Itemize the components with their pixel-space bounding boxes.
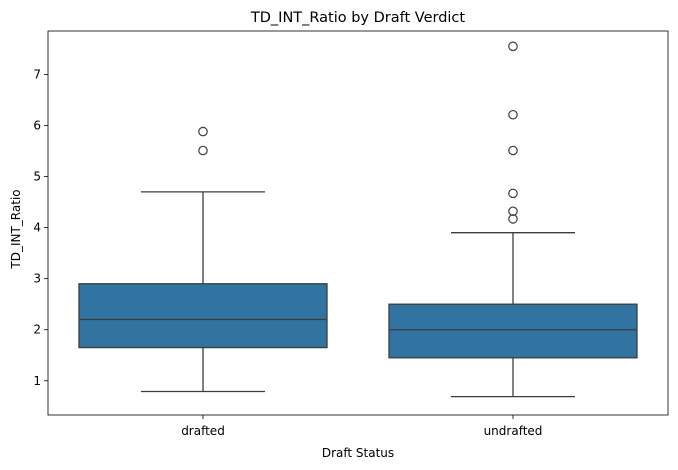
x-tick-label: drafted — [181, 424, 225, 438]
iqr-box — [78, 283, 328, 349]
y-tick-label: 4 — [33, 221, 41, 235]
y-tick-label: 3 — [33, 272, 41, 286]
y-tick-label: 7 — [33, 67, 41, 81]
outlier-point — [198, 145, 208, 156]
box-group-undrafted — [388, 41, 638, 398]
iqr-box — [388, 303, 638, 359]
y-tick-label: 6 — [33, 118, 41, 132]
outlier-point — [508, 188, 518, 199]
y-tick-label: 5 — [33, 170, 41, 184]
outlier-point — [508, 214, 518, 224]
x-axis-title: Draft Status — [322, 446, 394, 460]
box-group-drafted — [78, 126, 328, 393]
outlier-point — [508, 109, 518, 120]
y-tick-label: 2 — [33, 323, 41, 337]
chart-title: TD_INT_Ratio by Draft Verdict — [250, 10, 466, 26]
outlier-point — [198, 126, 208, 137]
x-tick-label: undrafted — [484, 424, 543, 438]
plot-area — [78, 41, 638, 398]
axes: 1 2 3 4 5 6 7 drafted undrafted — [33, 30, 669, 438]
outlier-point — [508, 145, 518, 156]
outlier-point — [508, 206, 518, 217]
outlier-point — [508, 41, 518, 52]
y-tick-label: 1 — [33, 374, 41, 388]
plot-frame — [47, 30, 669, 416]
y-axis-title: TD_INT_Ratio — [9, 189, 23, 269]
